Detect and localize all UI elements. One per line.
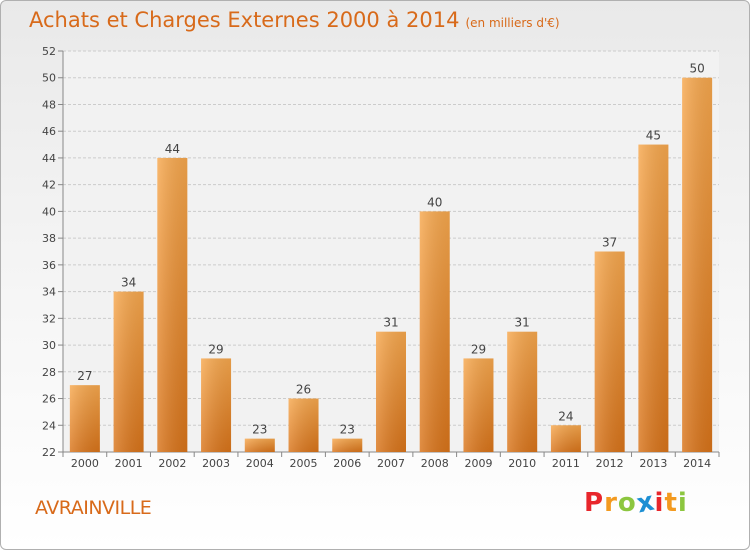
bar-shade xyxy=(594,251,625,452)
y-tick-label: 32 xyxy=(42,312,56,325)
bar-shade xyxy=(463,358,494,452)
x-tick-label: 2007 xyxy=(377,457,405,470)
bar-shade xyxy=(550,425,581,452)
bar-shade xyxy=(113,291,144,452)
y-tick-label: 38 xyxy=(42,232,56,245)
data-label: 26 xyxy=(296,383,311,397)
data-label: 37 xyxy=(602,236,617,250)
bar-shade xyxy=(244,438,275,452)
x-tick-label: 2013 xyxy=(639,457,667,470)
data-label: 45 xyxy=(646,129,661,143)
data-label: 23 xyxy=(340,423,355,437)
bar-shade xyxy=(682,77,713,452)
y-tick-label: 28 xyxy=(42,366,56,379)
y-tick-label: 24 xyxy=(42,419,56,432)
bar-shade xyxy=(69,385,100,452)
y-tick-label: 30 xyxy=(42,339,56,352)
x-tick-label: 2005 xyxy=(290,457,318,470)
logo-letter: o xyxy=(617,488,637,518)
y-tick-label: 48 xyxy=(42,98,56,111)
title-text: Achats et Charges Externes 2000 à 2014 xyxy=(29,8,460,32)
y-tick-label: 50 xyxy=(42,72,56,85)
logo-letter: t xyxy=(664,488,678,518)
logo-letter: i xyxy=(654,488,665,518)
y-tick-label: 36 xyxy=(42,259,56,272)
x-tick-label: 2002 xyxy=(158,457,186,470)
y-tick-label: 34 xyxy=(42,286,56,299)
data-label: 40 xyxy=(427,195,442,209)
y-tick-label: 42 xyxy=(42,179,56,192)
bar-shade xyxy=(507,331,538,452)
x-tick-label: 2010 xyxy=(508,457,536,470)
y-tick-label: 44 xyxy=(42,152,56,165)
data-label: 44 xyxy=(165,142,180,156)
data-label: 24 xyxy=(558,409,573,423)
y-tick-label: 22 xyxy=(42,446,56,459)
data-label: 23 xyxy=(252,423,267,437)
x-tick-label: 2014 xyxy=(683,457,711,470)
data-label: 29 xyxy=(471,342,486,356)
data-label: 29 xyxy=(208,342,223,356)
x-tick-label: 2001 xyxy=(115,457,143,470)
data-label: 50 xyxy=(689,62,704,76)
y-tick-label: 52 xyxy=(42,45,56,58)
city-name: AVRAINVILLE xyxy=(35,497,152,519)
x-tick-label: 2012 xyxy=(596,457,624,470)
title-unit: (en milliers d'€) xyxy=(465,16,560,30)
bar-shade xyxy=(288,398,319,452)
x-tick-label: 2006 xyxy=(333,457,361,470)
bar-shade xyxy=(419,211,450,452)
data-label: 31 xyxy=(383,316,398,330)
x-tick-label: 2011 xyxy=(552,457,580,470)
bar-shade xyxy=(376,331,406,452)
x-tick-label: 2008 xyxy=(421,457,449,470)
y-tick-label: 26 xyxy=(42,393,56,406)
proxiti-logo: Proxiti xyxy=(584,486,688,519)
x-tick-label: 2000 xyxy=(71,457,99,470)
bar-shade xyxy=(157,157,188,452)
logo-letter: i xyxy=(677,488,688,518)
chart-title: Achats et Charges Externes 2000 à 2014 (e… xyxy=(29,8,560,32)
x-tick-label: 2009 xyxy=(464,457,492,470)
y-tick-label: 40 xyxy=(42,205,56,218)
data-label: 34 xyxy=(121,276,136,290)
logo-letter: r xyxy=(604,488,618,518)
data-label: 27 xyxy=(77,369,92,383)
data-label: 31 xyxy=(515,316,530,330)
y-tick-label: 46 xyxy=(42,125,56,138)
x-tick-label: 2004 xyxy=(246,457,274,470)
x-tick-label: 2003 xyxy=(202,457,230,470)
bar-shade xyxy=(201,358,232,452)
logo-letter: P xyxy=(584,488,605,518)
bar-shade xyxy=(332,438,363,452)
bar-shade xyxy=(638,144,669,453)
